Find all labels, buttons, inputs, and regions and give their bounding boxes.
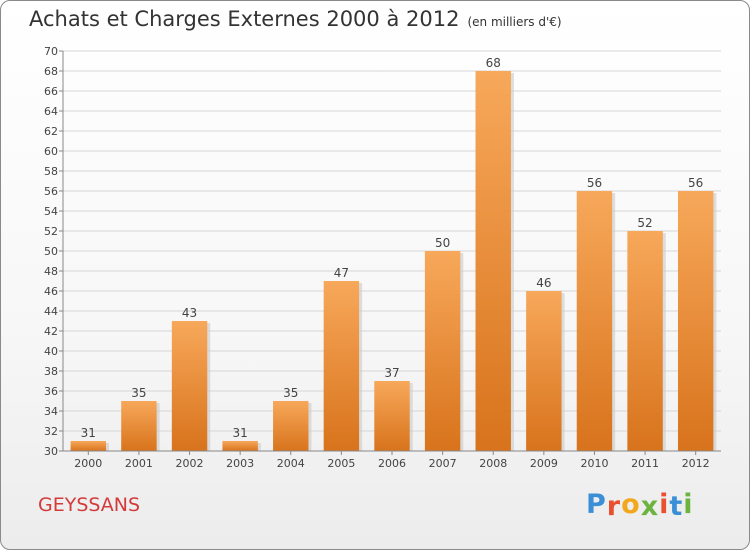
data-label: 37 [384, 366, 399, 380]
data-label: 35 [283, 386, 298, 400]
data-label: 31 [81, 426, 96, 440]
x-tick-label: 2004 [277, 457, 305, 470]
x-tick-label: 2010 [580, 457, 608, 470]
chart-subtitle: (en milliers d'€) [467, 15, 562, 29]
y-tick-label: 46 [44, 285, 58, 298]
y-tick-label: 56 [44, 185, 58, 198]
data-label: 56 [587, 176, 602, 190]
logo-letter: P [586, 489, 607, 520]
data-label: 35 [131, 386, 146, 400]
proxiti-logo: Proxiti [586, 489, 694, 522]
y-tick-label: 66 [44, 85, 58, 98]
bar [222, 441, 258, 451]
y-tick-label: 50 [44, 245, 58, 258]
x-tick-label: 2008 [479, 457, 507, 470]
y-tick-label: 68 [44, 65, 58, 78]
y-tick-label: 70 [44, 45, 58, 58]
bar [273, 401, 309, 451]
bar [627, 231, 663, 451]
y-tick-label: 34 [44, 405, 58, 418]
bar [323, 281, 360, 451]
y-tick-label: 60 [44, 145, 58, 158]
bar [677, 191, 714, 451]
x-tick-label: 2006 [378, 457, 406, 470]
bar [424, 251, 461, 451]
data-label: 52 [637, 216, 652, 230]
bar [171, 321, 208, 451]
logo-letter: t [669, 491, 684, 522]
x-tick-label: 2012 [682, 457, 710, 470]
bar [70, 441, 107, 451]
bar [576, 191, 613, 451]
chart-title: Achats et Charges Externes 2000 à 2012 [29, 7, 460, 31]
y-tick-label: 48 [44, 265, 58, 278]
x-tick-label: 2005 [327, 457, 355, 470]
x-tick-label: 2007 [429, 457, 457, 470]
y-tick-label: 32 [44, 425, 58, 438]
data-label: 43 [182, 306, 197, 320]
bar [121, 401, 157, 451]
x-tick-label: 2000 [74, 457, 102, 470]
x-tick-label: 2009 [530, 457, 558, 470]
y-tick-label: 64 [44, 105, 58, 118]
data-label: 50 [435, 236, 450, 250]
x-tick-label: 2002 [176, 457, 204, 470]
y-tick-label: 62 [44, 125, 58, 138]
bar [475, 71, 511, 451]
y-axis: 30 32 34 36 38 40 42 44 46 48 50 52 54 56 58 60 62 64 66 68… [44, 45, 64, 458]
x-tick-label: 2003 [226, 457, 254, 470]
data-label: 46 [536, 276, 551, 290]
bars: 31 35 43 31 35 47 37 50 68 46 56 52 56 [70, 56, 717, 451]
y-tick-label: 58 [44, 165, 58, 178]
y-tick-label: 54 [44, 205, 58, 218]
data-label: 56 [688, 176, 703, 190]
commune-name: GEYSSANS [38, 494, 141, 516]
x-axis: 2000 2001 2002 2003 2004 2005 2006 2007 2008 2009… [63, 450, 721, 470]
y-tick-label: 36 [44, 385, 58, 398]
logo-letter: i [683, 489, 694, 520]
data-label: 31 [233, 426, 248, 440]
bar [526, 291, 562, 451]
bar [374, 381, 410, 451]
logo-letter: x [640, 491, 660, 522]
logo-letter: r [606, 491, 622, 522]
y-tick-label: 52 [44, 225, 58, 238]
data-label: 47 [334, 266, 349, 280]
logo-letter: o [621, 489, 641, 520]
logo-letter: i [659, 489, 670, 520]
x-tick-label: 2011 [631, 457, 659, 470]
y-tick-label: 42 [44, 325, 58, 338]
y-tick-label: 38 [44, 365, 58, 378]
chart-title-row: Achats et Charges Externes 2000 à 2012 (e… [29, 7, 562, 31]
y-tick-label: 40 [44, 345, 58, 358]
y-tick-label: 30 [44, 445, 58, 458]
y-tick-label: 44 [44, 305, 58, 318]
x-tick-label: 2001 [125, 457, 153, 470]
data-label: 68 [486, 56, 501, 70]
